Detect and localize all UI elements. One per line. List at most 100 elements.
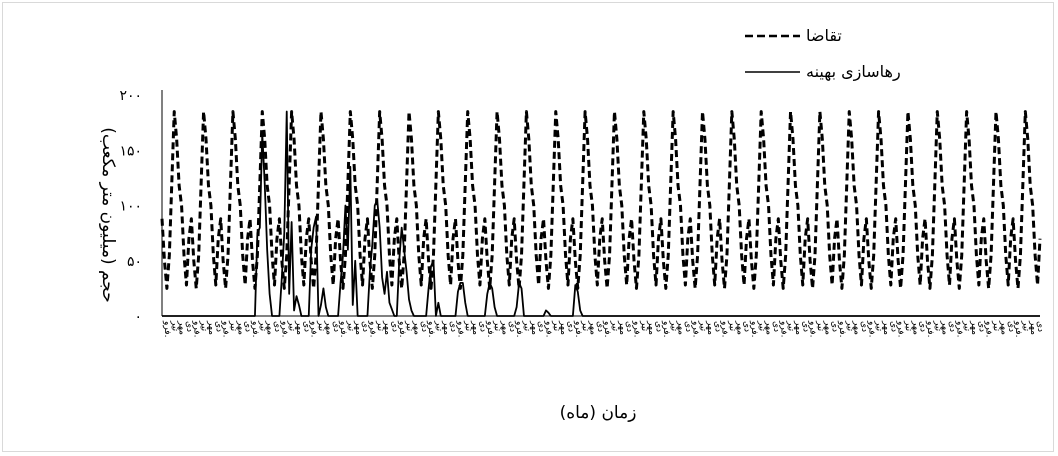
x-tick-label: دی [624, 321, 634, 332]
x-tick-label: تیر [815, 320, 825, 332]
x-tick-label: دی [507, 321, 517, 332]
x-tick-label: تیر [492, 320, 502, 332]
x-tick-label: مهر [881, 320, 891, 335]
x-tick-label: تیر [756, 320, 766, 332]
x-tick-label: مهر [852, 320, 862, 335]
x-tick-label: مهر [235, 320, 245, 335]
x-tick-label: مهر [558, 320, 568, 335]
x-tick-label: دی [976, 321, 986, 332]
x-tick-label: تیر [786, 320, 796, 332]
x-tick-label: فرو. [954, 320, 964, 338]
x-tick-label: تیر [844, 320, 854, 332]
x-tick-label: فرو. [544, 320, 554, 338]
x-tick-label: مهر [793, 320, 803, 335]
x-tick-label: تیر [463, 320, 473, 332]
x-tick-label: تیر [345, 320, 355, 332]
y-tick-label: ۵۰ [127, 254, 142, 270]
x-tick-label: مهر [588, 320, 598, 335]
x-tick-label: تیر [991, 320, 1001, 332]
x-tick-label: مهر [323, 320, 333, 335]
x-tick-label: مهر [353, 320, 363, 335]
x-tick-label: مهر [206, 320, 216, 335]
x-tick-label: تیر [1020, 320, 1030, 332]
x-tick-label: فرو. [367, 320, 377, 338]
x-tick-label: مهر [734, 320, 744, 335]
x-tick-label: دی [859, 321, 869, 332]
legend-demand-label: تقاضا [806, 26, 842, 45]
x-tick-label: تیر [287, 320, 297, 332]
x-tick-label: دی [331, 321, 341, 332]
x-tick-label: مهر [998, 320, 1008, 335]
x-tick-label: فرو. [896, 320, 906, 338]
x-tick-label: دی [419, 321, 429, 332]
x-tick-label: تیر [169, 320, 179, 332]
x-tick-label: مهر [470, 320, 480, 335]
x-tick-label: فرو. [250, 320, 260, 338]
x-tick-label: تیر [316, 320, 326, 332]
x-tick-label: دی [683, 321, 693, 332]
x-tick-label: فرو. [514, 320, 524, 338]
y-tick-label: ۱۰۰ [119, 199, 142, 215]
x-tick-label: مهر [764, 320, 774, 335]
x-tick-label: مهر [529, 320, 539, 335]
axis-layer: ۰۵۰۱۰۰۱۵۰۲۰۰فرو.تیرمهردیفرو.تیرمهردیفرو.… [119, 88, 1045, 338]
x-tick-label: فرو. [485, 320, 495, 338]
x-tick-label: دی [448, 321, 458, 332]
x-tick-label: مهر [382, 320, 392, 335]
legend: تقاضا رهاسازی بهینه [745, 26, 901, 82]
x-tick-label: تیر [698, 320, 708, 332]
x-tick-label: تیر [199, 320, 209, 332]
x-tick-label: تیر [932, 320, 942, 332]
x-tick-label: مهر [676, 320, 686, 335]
x-tick-label: فرو. [191, 320, 201, 338]
series-release-line [162, 110, 1040, 317]
x-tick-label: فرو. [426, 320, 436, 338]
x-tick-label: مهر [265, 320, 275, 335]
x-tick-label: فرو. [661, 320, 671, 338]
legend-release-label: رهاسازی بهینه [806, 62, 901, 82]
x-tick-label: فرو. [573, 320, 583, 338]
x-tick-label: تیر [962, 320, 972, 332]
x-tick-label: فرو. [338, 320, 348, 338]
x-tick-label: تیر [404, 320, 414, 332]
y-axis-title: حجم (میلیون متر مکعب) [98, 127, 118, 303]
x-tick-label: دی [712, 321, 722, 332]
x-tick-label: فرو. [690, 320, 700, 338]
plot-layer [160, 110, 1042, 317]
x-tick-label: مهر [705, 320, 715, 335]
x-tick-label: مهر [822, 320, 832, 335]
x-tick-label: مهر [441, 320, 451, 335]
x-tick-label: دی [771, 321, 781, 332]
x-tick-label: مهر [910, 320, 920, 335]
x-tick-label: دی [947, 321, 957, 332]
x-tick-label: تیر [375, 320, 385, 332]
x-tick-label: مهر [617, 320, 627, 335]
x-tick-label: فرو. [397, 320, 407, 338]
x-tick-label: فرو. [749, 320, 759, 338]
x-tick-label: فرو. [309, 320, 319, 338]
x-tick-label: فرو. [1013, 320, 1023, 338]
x-tick-label: مهر [940, 320, 950, 335]
x-tick-label: فرو. [984, 320, 994, 338]
x-tick-label: دی [272, 321, 282, 332]
x-tick-label: دی [566, 321, 576, 332]
x-tick-label: فرو. [455, 320, 465, 338]
x-tick-label: فرو. [632, 320, 642, 338]
x-tick-label: تیر [257, 320, 267, 332]
x-tick-label: دی [918, 321, 928, 332]
x-tick-label: دی [360, 321, 370, 332]
x-tick-label: مهر [969, 320, 979, 335]
x-tick-label: تیر [228, 320, 238, 332]
x-tick-label: دی [1006, 321, 1016, 332]
x-tick-label: دی [243, 321, 253, 332]
x-tick-label: دی [595, 321, 605, 332]
x-tick-label: تیر [580, 320, 590, 332]
x-tick-label: فرو. [720, 320, 730, 338]
x-tick-label: تیر [433, 320, 443, 332]
x-tick-label: دی [301, 321, 311, 332]
x-tick-label: فرو. [808, 320, 818, 338]
x-tick-label: مهر [177, 320, 187, 335]
x-tick-label: تیر [668, 320, 678, 332]
